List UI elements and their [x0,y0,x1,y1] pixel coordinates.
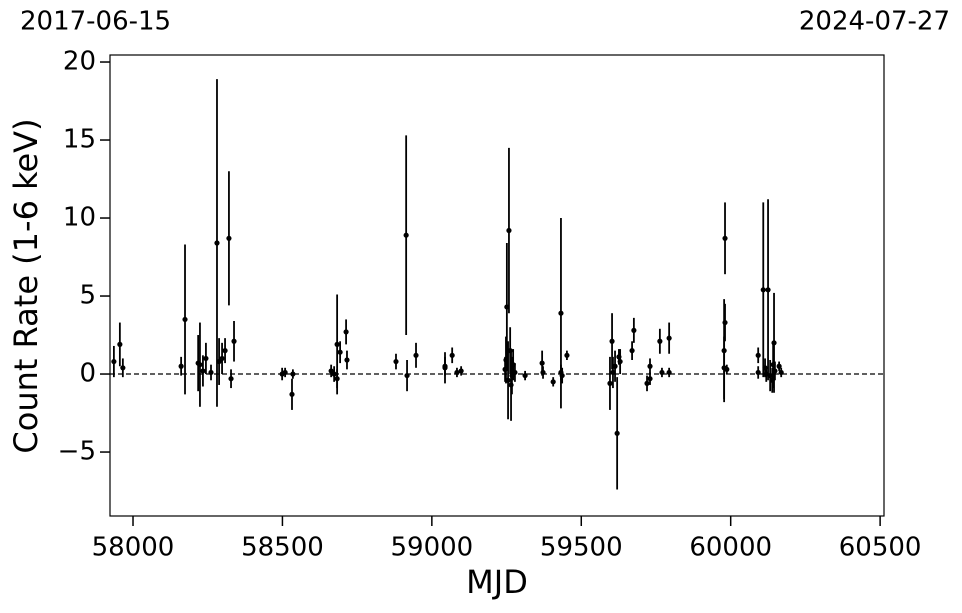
data-point [550,379,556,385]
data-point [178,363,184,369]
data-point [334,376,340,382]
data-point [458,368,464,374]
data-point [226,235,232,241]
x-tick-label: 58500 [241,533,324,563]
data-point [609,338,615,344]
data-point [666,369,672,376]
data-point [344,357,350,363]
y-tick-label: 0 [79,359,96,389]
data-point [334,341,340,347]
data-point [657,338,663,344]
data-point [449,352,455,358]
plot-frame [109,54,885,517]
data-point [120,365,126,371]
data-point [666,335,672,341]
y-tick-label: 5 [79,281,96,311]
data-point [540,369,546,376]
data-point [413,352,419,358]
data-point [776,363,782,369]
data-point [282,369,288,376]
data-point [222,348,228,354]
data-point [203,355,209,362]
y-axis-label: Count Rate (1-6 keV) [7,118,45,453]
data-point [558,310,564,316]
y-tick-label: −5 [58,437,96,467]
data-point [290,371,296,377]
data-point [722,235,728,241]
data-point [454,369,460,376]
data-point [404,372,410,379]
data-point [403,232,409,238]
x-tick-label: 59500 [540,533,623,563]
data-point [755,352,761,358]
data-point [331,371,337,377]
data-point [208,369,214,376]
y-tick-label: 20 [63,47,96,77]
data-point [219,355,225,362]
data-point [722,319,728,326]
data-point [111,358,117,365]
data-point [755,369,761,376]
data-point [607,380,613,386]
data-point [647,363,653,369]
data-point [772,368,778,374]
data-point [182,316,188,323]
x-tick-label: 59000 [390,533,473,563]
x-tick-label: 60000 [689,533,772,563]
data-point [505,377,511,383]
data-point [564,352,570,358]
y-tick-label: 10 [63,203,96,233]
data-point [724,366,730,372]
data-point [760,287,766,293]
x-tick-label: 60500 [839,533,922,563]
data-point [343,329,349,335]
y-tick-label: 15 [63,125,96,155]
data-point [617,358,623,365]
corner-left-label: 2017-06-15 [20,7,171,37]
data-point [647,376,653,382]
corner-right-label: 2024-07-27 [799,7,950,37]
data-point [771,340,777,346]
data-point [778,369,784,376]
data-point [200,368,206,374]
data-point [659,369,665,376]
data-point [231,338,237,344]
data-point [614,430,620,436]
data-point [612,363,618,369]
data-point [337,349,343,355]
x-axis-label: MJD [466,563,528,601]
data-point [506,227,512,234]
data-point [629,348,635,354]
data-point [522,372,528,379]
data-point [117,341,123,347]
data-point [228,376,234,382]
x-tick-label: 58000 [92,533,175,563]
data-point [214,240,220,246]
data-point [559,372,565,379]
data-point [289,391,295,397]
data-point [765,287,771,293]
data-point [539,360,545,366]
data-point [442,365,448,371]
data-point [393,358,399,365]
data-point [197,362,203,368]
data-point [631,327,637,333]
data-point [512,369,518,376]
data-point [644,380,650,386]
